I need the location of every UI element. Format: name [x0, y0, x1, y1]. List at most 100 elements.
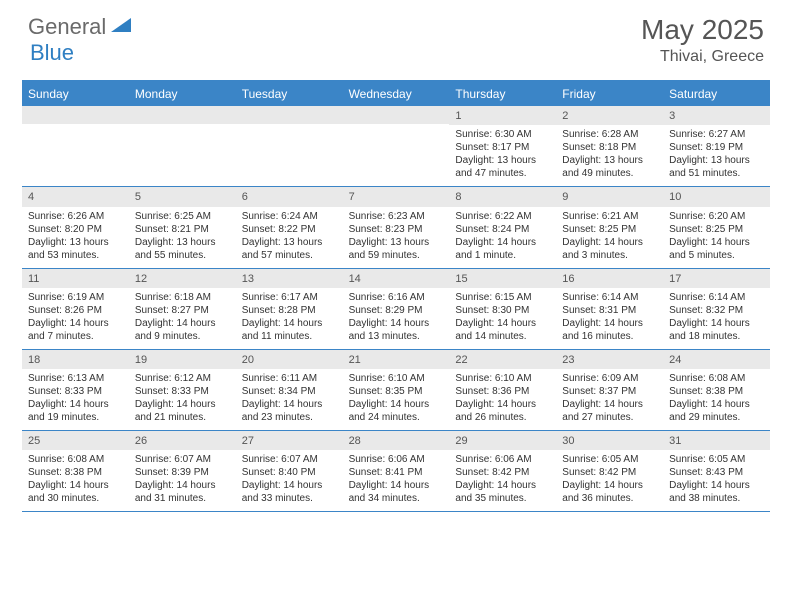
calendar-day-cell: 13Sunrise: 6:17 AMSunset: 8:28 PMDayligh… [236, 269, 343, 349]
daylight-text: Daylight: 14 hours and 3 minutes. [562, 236, 657, 262]
day-number [343, 106, 450, 124]
day-number: 19 [129, 350, 236, 369]
sunrise-text: Sunrise: 6:15 AM [455, 291, 550, 304]
day-number: 21 [343, 350, 450, 369]
sunset-text: Sunset: 8:33 PM [28, 385, 123, 398]
day-number [236, 106, 343, 124]
sunset-text: Sunset: 8:38 PM [28, 466, 123, 479]
sunrise-text: Sunrise: 6:05 AM [562, 453, 657, 466]
daylight-text: Daylight: 14 hours and 18 minutes. [669, 317, 764, 343]
daylight-text: Daylight: 13 hours and 51 minutes. [669, 154, 764, 180]
weekday-header-cell: Monday [129, 82, 236, 106]
calendar-day-cell: 31Sunrise: 6:05 AMSunset: 8:43 PMDayligh… [663, 431, 770, 511]
sunrise-text: Sunrise: 6:07 AM [135, 453, 230, 466]
day-number: 26 [129, 431, 236, 450]
sunset-text: Sunset: 8:41 PM [349, 466, 444, 479]
weekday-header-cell: Wednesday [343, 82, 450, 106]
day-number: 11 [22, 269, 129, 288]
day-number: 5 [129, 187, 236, 206]
sunrise-text: Sunrise: 6:30 AM [455, 128, 550, 141]
sunset-text: Sunset: 8:18 PM [562, 141, 657, 154]
calendar-week-row: 18Sunrise: 6:13 AMSunset: 8:33 PMDayligh… [22, 350, 770, 431]
day-number: 18 [22, 350, 129, 369]
sunset-text: Sunset: 8:21 PM [135, 223, 230, 236]
sunrise-text: Sunrise: 6:21 AM [562, 210, 657, 223]
daylight-text: Daylight: 14 hours and 23 minutes. [242, 398, 337, 424]
sunrise-text: Sunrise: 6:17 AM [242, 291, 337, 304]
calendar-day-cell: 23Sunrise: 6:09 AMSunset: 8:37 PMDayligh… [556, 350, 663, 430]
daylight-text: Daylight: 13 hours and 53 minutes. [28, 236, 123, 262]
day-number: 28 [343, 431, 450, 450]
logo-text-blue: Blue [30, 40, 74, 66]
daylight-text: Daylight: 13 hours and 47 minutes. [455, 154, 550, 180]
sunrise-text: Sunrise: 6:12 AM [135, 372, 230, 385]
sunset-text: Sunset: 8:22 PM [242, 223, 337, 236]
day-number: 12 [129, 269, 236, 288]
daylight-text: Daylight: 14 hours and 13 minutes. [349, 317, 444, 343]
day-number: 15 [449, 269, 556, 288]
calendar-weekday-header: SundayMondayTuesdayWednesdayThursdayFrid… [22, 82, 770, 106]
daylight-text: Daylight: 13 hours and 55 minutes. [135, 236, 230, 262]
daylight-text: Daylight: 13 hours and 57 minutes. [242, 236, 337, 262]
sunrise-text: Sunrise: 6:16 AM [349, 291, 444, 304]
calendar-day-cell: 27Sunrise: 6:07 AMSunset: 8:40 PMDayligh… [236, 431, 343, 511]
day-number: 25 [22, 431, 129, 450]
calendar-day-cell: 3Sunrise: 6:27 AMSunset: 8:19 PMDaylight… [663, 106, 770, 186]
sunset-text: Sunset: 8:39 PM [135, 466, 230, 479]
daylight-text: Daylight: 14 hours and 9 minutes. [135, 317, 230, 343]
sunset-text: Sunset: 8:23 PM [349, 223, 444, 236]
daylight-text: Daylight: 13 hours and 49 minutes. [562, 154, 657, 180]
daylight-text: Daylight: 14 hours and 24 minutes. [349, 398, 444, 424]
daylight-text: Daylight: 14 hours and 30 minutes. [28, 479, 123, 505]
sunset-text: Sunset: 8:38 PM [669, 385, 764, 398]
day-number [129, 106, 236, 124]
daylight-text: Daylight: 14 hours and 35 minutes. [455, 479, 550, 505]
title-block: May 2025 Thivai, Greece [641, 14, 764, 66]
daylight-text: Daylight: 14 hours and 11 minutes. [242, 317, 337, 343]
sunset-text: Sunset: 8:37 PM [562, 385, 657, 398]
daylight-text: Daylight: 13 hours and 59 minutes. [349, 236, 444, 262]
sunrise-text: Sunrise: 6:18 AM [135, 291, 230, 304]
sunset-text: Sunset: 8:36 PM [455, 385, 550, 398]
sunrise-text: Sunrise: 6:20 AM [669, 210, 764, 223]
month-title: May 2025 [641, 14, 764, 46]
sunrise-text: Sunrise: 6:19 AM [28, 291, 123, 304]
sunset-text: Sunset: 8:35 PM [349, 385, 444, 398]
calendar-day-cell: 29Sunrise: 6:06 AMSunset: 8:42 PMDayligh… [449, 431, 556, 511]
sunrise-text: Sunrise: 6:27 AM [669, 128, 764, 141]
weekday-header-cell: Thursday [449, 82, 556, 106]
calendar-week-row: 25Sunrise: 6:08 AMSunset: 8:38 PMDayligh… [22, 431, 770, 512]
sunrise-text: Sunrise: 6:26 AM [28, 210, 123, 223]
calendar-body: 1Sunrise: 6:30 AMSunset: 8:17 PMDaylight… [22, 106, 770, 512]
calendar-week-row: 4Sunrise: 6:26 AMSunset: 8:20 PMDaylight… [22, 187, 770, 268]
sunrise-text: Sunrise: 6:11 AM [242, 372, 337, 385]
sunset-text: Sunset: 8:26 PM [28, 304, 123, 317]
sunrise-text: Sunrise: 6:28 AM [562, 128, 657, 141]
daylight-text: Daylight: 14 hours and 34 minutes. [349, 479, 444, 505]
calendar-day-cell: 19Sunrise: 6:12 AMSunset: 8:33 PMDayligh… [129, 350, 236, 430]
calendar-day-cell: 30Sunrise: 6:05 AMSunset: 8:42 PMDayligh… [556, 431, 663, 511]
day-number: 23 [556, 350, 663, 369]
calendar-day-cell: 28Sunrise: 6:06 AMSunset: 8:41 PMDayligh… [343, 431, 450, 511]
sunset-text: Sunset: 8:17 PM [455, 141, 550, 154]
weekday-header-cell: Saturday [663, 82, 770, 106]
daylight-text: Daylight: 14 hours and 5 minutes. [669, 236, 764, 262]
day-number: 1 [449, 106, 556, 125]
sunrise-text: Sunrise: 6:25 AM [135, 210, 230, 223]
weekday-header-cell: Sunday [22, 82, 129, 106]
calendar-day-cell: 5 Sunrise: 6:25 AMSunset: 8:21 PMDaylight… [129, 187, 236, 267]
logo: General [28, 14, 135, 40]
calendar-day-cell: 22Sunrise: 6:10 AMSunset: 8:36 PMDayligh… [449, 350, 556, 430]
sunset-text: Sunset: 8:42 PM [455, 466, 550, 479]
sunrise-text: Sunrise: 6:10 AM [349, 372, 444, 385]
sunrise-text: Sunrise: 6:08 AM [28, 453, 123, 466]
day-number: 30 [556, 431, 663, 450]
daylight-text: Daylight: 14 hours and 14 minutes. [455, 317, 550, 343]
calendar-day-cell: 26Sunrise: 6:07 AMSunset: 8:39 PMDayligh… [129, 431, 236, 511]
sunrise-text: Sunrise: 6:22 AM [455, 210, 550, 223]
calendar-day-cell: 16Sunrise: 6:14 AMSunset: 8:31 PMDayligh… [556, 269, 663, 349]
sunrise-text: Sunrise: 6:09 AM [562, 372, 657, 385]
calendar-day-cell: 7Sunrise: 6:23 AMSunset: 8:23 PMDaylight… [343, 187, 450, 267]
sunset-text: Sunset: 8:29 PM [349, 304, 444, 317]
day-number: 29 [449, 431, 556, 450]
